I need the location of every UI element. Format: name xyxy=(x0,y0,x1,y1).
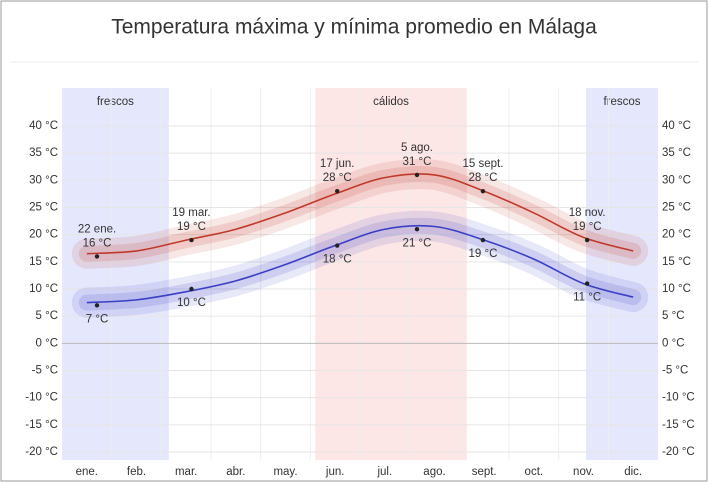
x-tick-label: abr. xyxy=(226,466,245,478)
y-tick-label: 0 °C xyxy=(36,337,59,349)
max-label: 28 °C xyxy=(469,172,498,184)
min-point xyxy=(584,281,590,286)
max-point xyxy=(94,254,100,259)
season-band xyxy=(315,88,467,460)
min-label: 18 °C xyxy=(323,254,352,266)
y-tick-label-right: -10 °C xyxy=(662,392,695,404)
date-label: 22 ene. xyxy=(78,223,116,235)
y-tick-label: -10 °C xyxy=(25,392,58,404)
min-point xyxy=(94,303,100,308)
min-point xyxy=(480,237,486,243)
max-point xyxy=(189,237,194,243)
y-tick-label: 30 °C xyxy=(29,174,58,186)
y-tick-label-right: 5 °C xyxy=(662,310,685,322)
date-label: 17 jun. xyxy=(320,158,355,170)
y-tick-label-right: 30 °C xyxy=(662,174,691,186)
x-tick-label: mar. xyxy=(175,466,197,478)
min-label: 21 °C xyxy=(403,237,432,249)
season-label: frescos xyxy=(603,96,640,108)
y-tick-label: 40 °C xyxy=(29,120,58,132)
chart-title: Temperatura máxima y mínima promedio en … xyxy=(111,16,597,39)
series-line xyxy=(86,224,634,304)
max-point xyxy=(584,237,590,243)
x-tick-label: ago. xyxy=(423,466,445,478)
y-tick-label-right: -15 °C xyxy=(662,419,695,431)
x-tick-label: nov. xyxy=(573,466,594,478)
date-label: 15 sept. xyxy=(462,158,503,170)
season-label: frescos xyxy=(97,96,134,108)
x-tick-label: oct. xyxy=(525,466,544,478)
y-tick-label-right: 40 °C xyxy=(662,120,691,132)
y-tick-label-right: 10 °C xyxy=(662,283,691,295)
max-label: 28 °C xyxy=(323,172,352,184)
date-label: 5 ago. xyxy=(401,142,433,154)
series-line xyxy=(86,173,634,255)
season-band xyxy=(62,88,169,460)
min-point xyxy=(414,227,420,232)
min-point xyxy=(189,286,194,292)
y-tick-label: 25 °C xyxy=(29,202,58,214)
x-tick-label: may. xyxy=(273,466,297,478)
y-tick-label-right: -5 °C xyxy=(662,365,688,377)
x-tick-label: ene. xyxy=(76,466,98,478)
y-tick-label: 5 °C xyxy=(36,310,59,322)
season-label: cálidos xyxy=(373,96,409,108)
date-label: 19 mar. xyxy=(172,207,210,219)
x-tick-label: sept. xyxy=(472,466,497,478)
date-label: 18 nov. xyxy=(569,207,606,219)
max-label: 19 °C xyxy=(573,221,602,233)
min-label: 10 °C xyxy=(177,297,206,309)
max-label: 31 °C xyxy=(403,156,432,168)
y-tick-label-right: -20 °C xyxy=(662,446,695,458)
max-point xyxy=(335,189,340,194)
y-tick-label-right: 25 °C xyxy=(662,202,691,214)
x-tick-label: dic. xyxy=(624,466,642,478)
min-label: 7 °C xyxy=(86,313,109,325)
y-tick-label-right: 15 °C xyxy=(662,256,691,268)
y-tick-label-right: 0 °C xyxy=(662,337,685,349)
y-tick-label: 20 °C xyxy=(29,229,58,241)
min-label: 19 °C xyxy=(469,248,498,260)
y-tick-label: 35 °C xyxy=(29,147,58,159)
y-tick-label: -20 °C xyxy=(25,446,58,458)
y-tick-label: 10 °C xyxy=(29,283,58,295)
min-label: 11 °C xyxy=(573,292,601,304)
y-tick-label: -15 °C xyxy=(25,419,58,431)
max-point xyxy=(480,189,486,194)
x-tick-label: jun. xyxy=(325,466,345,478)
y-tick-label: -5 °C xyxy=(32,365,58,377)
x-tick-label: feb. xyxy=(127,466,146,478)
min-point xyxy=(335,243,340,248)
max-point xyxy=(414,172,420,178)
y-tick-label-right: 20 °C xyxy=(662,229,691,241)
max-label: 16 °C xyxy=(83,237,112,249)
y-tick-label: 15 °C xyxy=(29,256,58,268)
max-label: 19 °C xyxy=(177,221,206,233)
y-tick-label-right: 35 °C xyxy=(662,147,691,159)
x-tick-label: jul. xyxy=(376,466,392,478)
